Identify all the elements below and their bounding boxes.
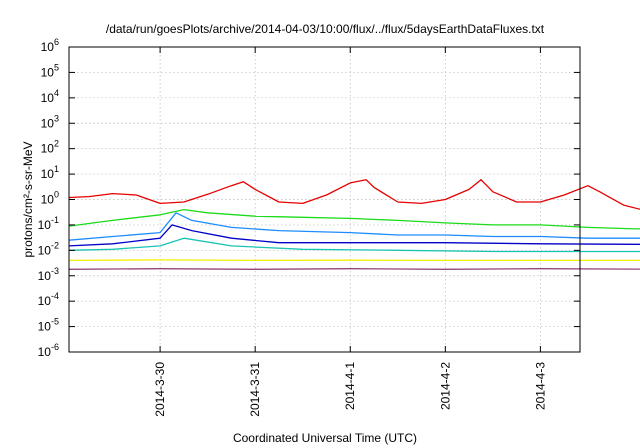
series-line-1 <box>68 179 640 210</box>
x-tick-label: 2014-4-3 <box>533 362 547 410</box>
y-tick-label: 10-6 <box>38 342 59 359</box>
series-line-4 <box>68 224 640 247</box>
x-axis-title: Coordinated Universal Time (UTC) <box>233 431 417 445</box>
y-tick-label: 101 <box>41 164 59 181</box>
y-tick-label: 106 <box>41 37 59 54</box>
x-tick-label: 2014-3-31 <box>248 362 262 417</box>
y-tick-label: 103 <box>41 113 59 130</box>
series-line-7 <box>68 268 640 270</box>
series-line-6 <box>68 259 640 262</box>
x-axis: 2014-3-30 2014-3-31 2014-4-1 2014-4-2 2014-4… <box>153 47 547 417</box>
y-tick-label: 104 <box>41 88 59 105</box>
y-tick-label: 10-2 <box>38 240 59 257</box>
y-tick-label: 100 <box>41 190 59 207</box>
y-axis: 106 105 104 103 102 101 100 10-1 10-2 10-3 10-4 10-… <box>38 37 580 359</box>
x-tick-label: 2014-3-30 <box>153 362 167 417</box>
series-line-3 <box>68 212 640 241</box>
chart-title: /data/run/goesPlots/archive/2014-04-03/1… <box>106 22 545 36</box>
y-tick-label: 105 <box>41 62 59 79</box>
y-tick-label: 102 <box>41 139 59 156</box>
y-tick-label: 10-5 <box>38 317 59 334</box>
y-tick-label: 10-3 <box>38 266 59 283</box>
series-line-5 <box>68 237 640 253</box>
series-line-2 <box>68 208 640 230</box>
x-tick-label: 2014-4-2 <box>438 362 452 410</box>
grid-lines <box>69 47 580 352</box>
series-lines <box>68 179 640 270</box>
x-tick-label: 2014-4-1 <box>343 362 357 410</box>
y-tick-label: 10-1 <box>38 215 59 232</box>
y-axis-title: protons/cm²-s-sr-MeV <box>21 141 35 257</box>
y-tick-label: 10-4 <box>38 291 59 308</box>
